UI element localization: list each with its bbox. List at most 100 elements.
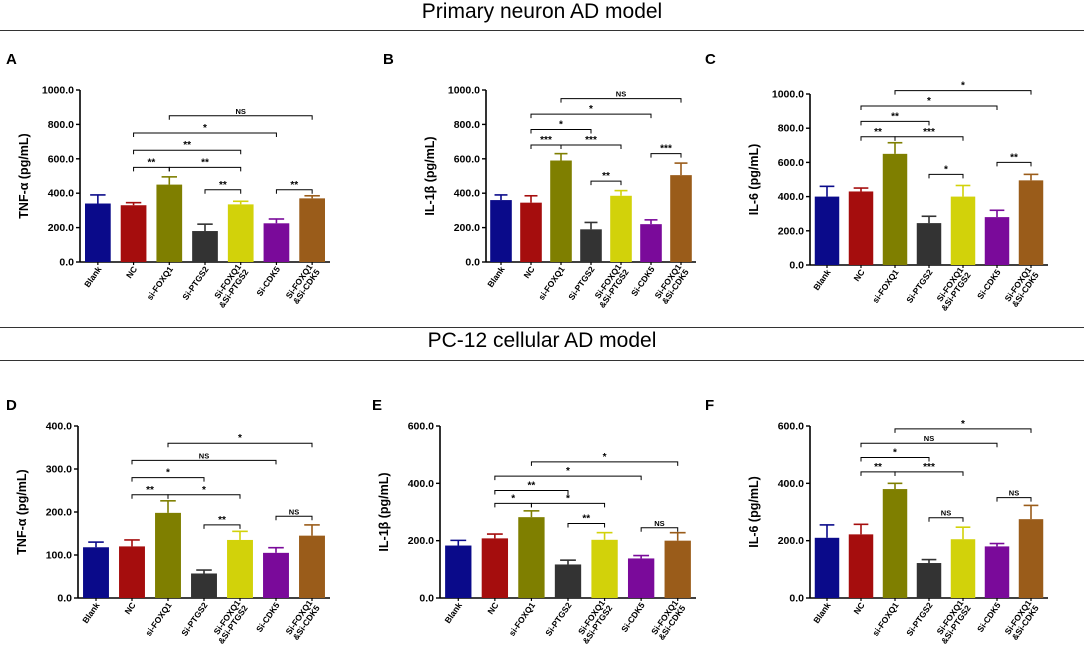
x-tick-label-line: si-FOXQ1 xyxy=(143,600,174,638)
significance-bracket xyxy=(650,153,682,158)
y-axis-title: IL-1β (pg/mL) xyxy=(377,472,391,551)
y-axis-title: IL-6 (pg/mL) xyxy=(747,476,761,548)
significance-bracket xyxy=(894,471,964,476)
x-tick-label: Si-FOXQ1&Si-CDK5 xyxy=(649,598,688,642)
significance-bracket xyxy=(530,502,606,508)
significance-label: ** xyxy=(528,481,536,492)
y-tick-label: 300.0 xyxy=(46,464,72,476)
significance-label: * xyxy=(961,81,965,92)
significance-bracket xyxy=(131,477,205,482)
x-tick-label: Si-PTGS2 xyxy=(904,600,935,638)
chart-panel-e: E 0.0 200.0 400.0 600.0 IL-1β (pg/mL) Blank NC s… xyxy=(372,397,696,646)
x-tick-label: si-FOXQ1 xyxy=(870,600,901,638)
significance-bracket xyxy=(928,173,964,179)
x-tick-label: NC xyxy=(485,600,500,616)
y-tick-label: 400.0 xyxy=(778,478,804,490)
y-tick-label: 200.0 xyxy=(48,222,74,234)
bar xyxy=(120,205,147,262)
x-tick-label: Si-FOXQ1&Si-PTGS2 xyxy=(931,598,972,646)
significance-bracket xyxy=(204,189,242,194)
x-tick-label-line: NC xyxy=(851,600,866,616)
significance-bracket xyxy=(860,442,998,448)
bar xyxy=(550,160,572,262)
x-tick-label-line: Blank xyxy=(811,267,833,292)
x-tick-label: Si-CDK5 xyxy=(975,600,1003,634)
significance-label: *** xyxy=(660,144,672,155)
chart-panel-a: A 0.0 200.0 400.0 600.0 800.0 1000.0 TNF-α (pg/… xyxy=(6,51,330,310)
y-tick-label: 600.0 xyxy=(454,153,480,165)
x-tick-label-line: si-FOXQ1 xyxy=(870,600,901,638)
significance-bracket xyxy=(275,189,313,194)
y-axis-title: IL-1β (pg/mL) xyxy=(423,136,437,215)
bar xyxy=(882,489,908,598)
bar xyxy=(481,538,509,598)
significance-label: ** xyxy=(582,513,590,524)
x-tick-label: Si-PTGS2 xyxy=(904,267,935,305)
x-tick-label: Si-FOXQ1&Si-CDK5 xyxy=(1002,598,1041,642)
x-tick-label-line: Si-PTGS2 xyxy=(904,267,935,305)
x-tick-label: Si-FOXQ1&Si-CDK5 xyxy=(283,598,322,642)
x-tick-label-line: Blank xyxy=(811,600,833,625)
bar xyxy=(518,517,545,598)
y-tick-label: 1000.0 xyxy=(42,85,74,97)
significance-bracket xyxy=(894,428,1032,433)
significance-bracket xyxy=(860,105,998,110)
significance-bracket xyxy=(928,517,964,522)
bar xyxy=(445,545,472,598)
bar xyxy=(848,534,874,598)
significance-label: ** xyxy=(602,171,610,182)
significance-label: * xyxy=(238,433,242,444)
significance-label: ** xyxy=(891,111,899,122)
y-tick-label: 200.0 xyxy=(46,507,72,519)
bar xyxy=(1018,180,1044,265)
significance-label: NS xyxy=(1009,489,1019,498)
x-tick-label-line: Si-CDK5 xyxy=(975,600,1003,634)
x-tick-label: NC xyxy=(122,600,137,616)
significance-bracket xyxy=(494,475,642,481)
panel-label: E xyxy=(372,397,382,414)
x-tick-label-line: Si-CDK5 xyxy=(619,600,647,634)
significance-bracket xyxy=(133,149,242,155)
bar xyxy=(263,552,289,598)
y-axis-title: IL-6 (pg/mL) xyxy=(747,144,761,216)
x-tick-label: Si-FOXQ1&Si-PTGS2 xyxy=(208,598,249,646)
bar xyxy=(85,203,111,262)
significance-label: ** xyxy=(183,140,191,151)
significance-bracket xyxy=(530,129,592,134)
significance-label: * xyxy=(961,419,965,430)
significance-bracket xyxy=(567,522,606,528)
y-tick-label: 200.0 xyxy=(408,535,434,547)
x-tick-label: Si-FOXQ1&Si-PTGS2 xyxy=(931,265,972,313)
significance-bracket xyxy=(860,120,930,126)
significance-label: *** xyxy=(540,135,552,146)
y-tick-label: 600.0 xyxy=(778,421,804,433)
significance-label: * xyxy=(589,104,593,115)
significance-label: ** xyxy=(218,515,226,526)
section-divider-bottom xyxy=(0,360,1084,361)
bar xyxy=(664,540,691,598)
significance-label: ** xyxy=(148,157,156,168)
x-tick-label-line: Si-CDK5 xyxy=(254,600,282,634)
y-tick-label: 0.0 xyxy=(57,593,72,605)
x-tick-label-line: NC xyxy=(521,264,536,280)
significance-bracket xyxy=(131,459,277,465)
bar xyxy=(916,223,942,265)
significance-label: * xyxy=(511,493,515,504)
y-tick-label: 200.0 xyxy=(778,225,804,237)
significance-bracket xyxy=(530,461,679,466)
bar xyxy=(227,204,254,262)
significance-label: * xyxy=(566,493,570,504)
bar xyxy=(627,558,655,598)
section-divider-middle xyxy=(0,327,1084,328)
bar xyxy=(155,512,181,598)
significance-bracket xyxy=(168,115,313,120)
x-tick-label-line: Si-PTGS2 xyxy=(543,600,574,638)
y-tick-label: 0.0 xyxy=(789,593,804,605)
bar xyxy=(916,563,942,598)
chart-panel-d: D 0.0 100.0 200.0 300.0 400.0 TNF-α (pg/mL) Bla… xyxy=(6,397,330,646)
significance-bracket xyxy=(894,90,1032,95)
significance-label: * xyxy=(944,164,948,175)
bar xyxy=(263,223,290,262)
significance-label: * xyxy=(559,120,563,131)
x-tick-label: Blank xyxy=(811,267,833,292)
